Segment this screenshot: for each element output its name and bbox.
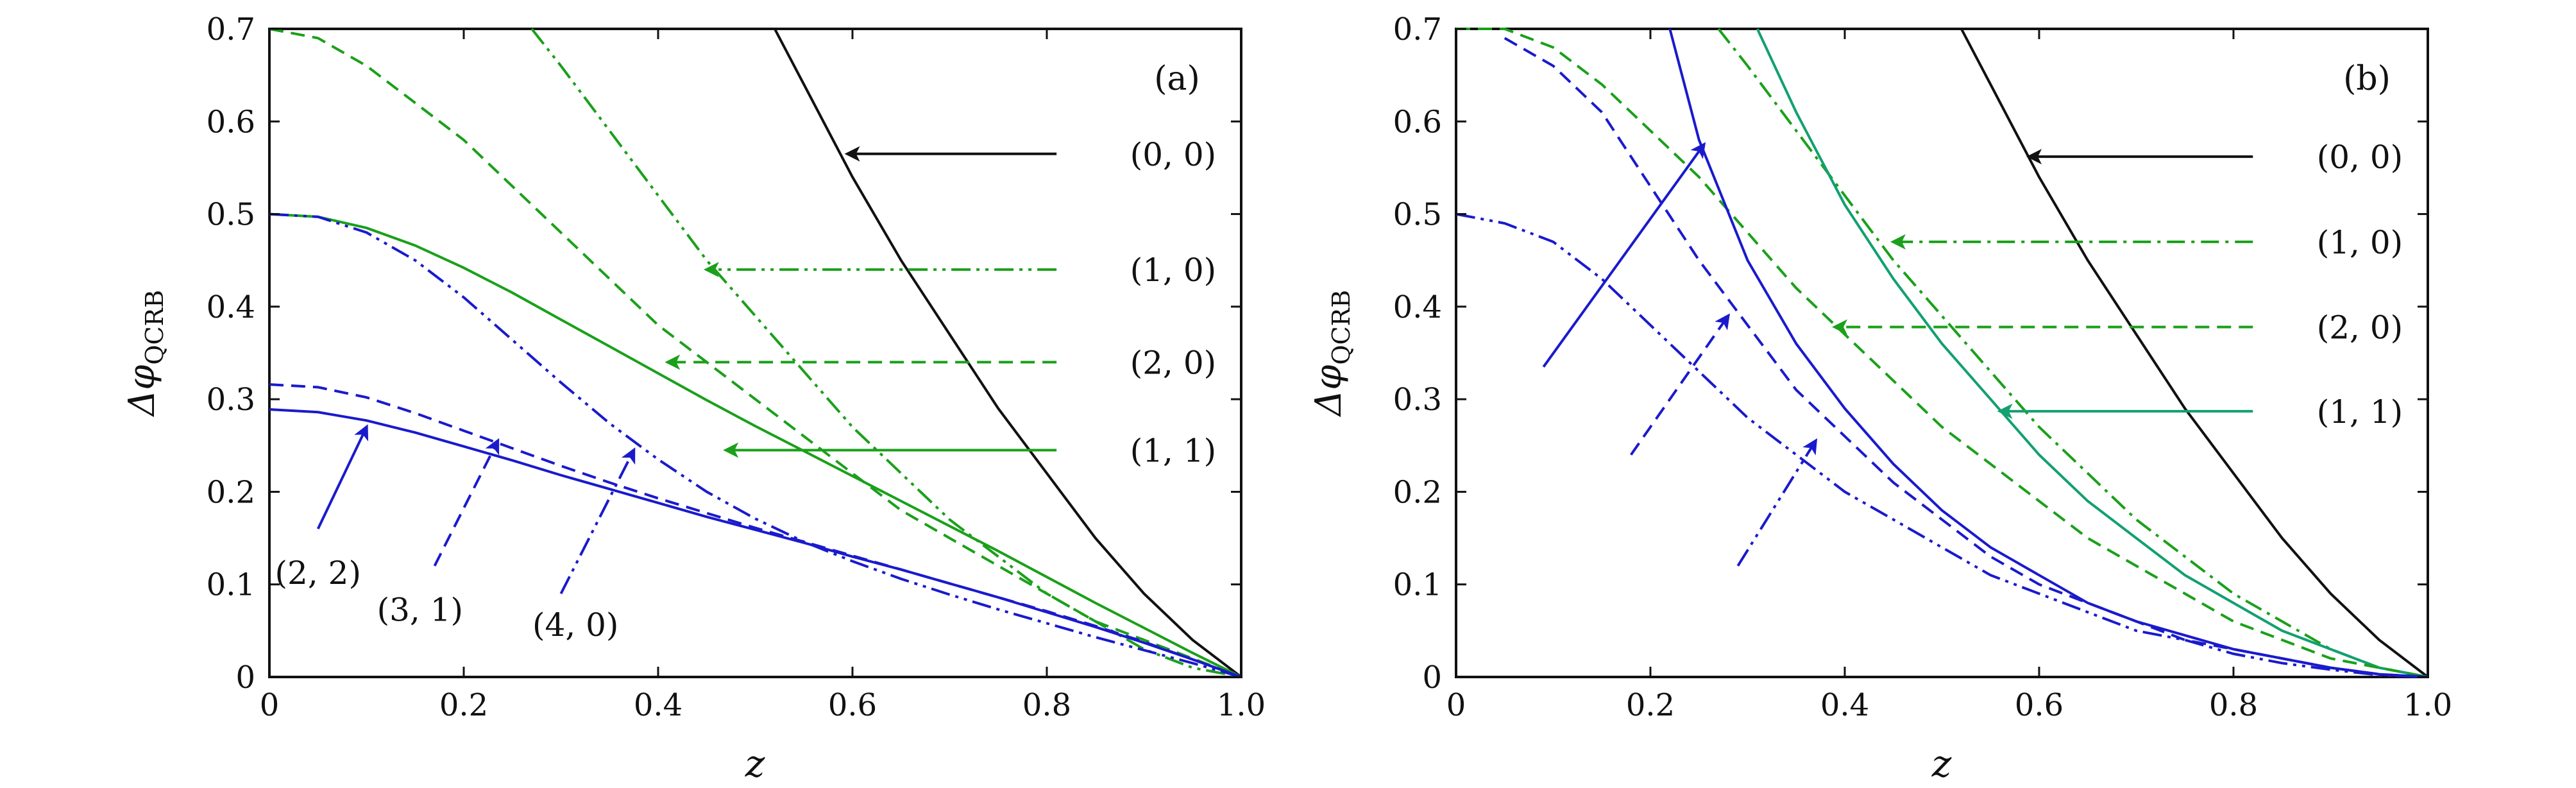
x-tick-label: 0.2 <box>439 687 488 723</box>
panel-label: (a) <box>1154 60 1200 98</box>
plot-frame <box>268 28 1242 678</box>
y-tick-label: 0.2 <box>1393 474 1442 510</box>
y-axis-label: ΔφQCRB <box>1308 290 1355 417</box>
x-tick-label: 0.2 <box>1626 687 1675 723</box>
annotation-label-2-0: (2, 0) <box>2317 309 2403 347</box>
y-axis-label: ΔφQCRB <box>121 290 169 417</box>
series-layer <box>269 28 1242 678</box>
tick-layer: 0 0.2 0.4 0.6 0.8 1.0 0 0.1 0.2 0.3 0.4 0.5 0.6 0.7 <box>1393 12 2453 723</box>
series-line-2-2 <box>269 408 1242 678</box>
annotation-layer: (0, 0) (1, 0) (2, 0) (1, 1) (2, 2) (3, 1) (4, … <box>275 136 1217 644</box>
y-tick-label: 0.7 <box>207 12 255 47</box>
annotation-arrow-6 <box>1736 438 1818 567</box>
y-tick-label: 0.1 <box>1393 567 1442 603</box>
x-tick-label: 1.0 <box>2403 687 2452 723</box>
y-tick-label: 0.1 <box>207 567 255 603</box>
annotation-arrow-5 <box>1630 313 1730 456</box>
y-tick-label: 0 <box>235 660 255 696</box>
y-tick-label: 0.7 <box>1393 12 1442 47</box>
x-tick-label: 0.6 <box>2015 687 2063 723</box>
annotation-label-0-0: (0, 0) <box>1130 136 1216 173</box>
series-line-blue-dashed-5 <box>1504 37 2428 678</box>
annotation-arrow-3-1 <box>433 438 500 567</box>
annotation-arrow-2-2 <box>316 424 369 530</box>
series-line-2-0 <box>269 28 1242 678</box>
y-tick-label: 0.6 <box>207 104 255 140</box>
y-tick-label: 0.5 <box>207 197 255 233</box>
x-tick-label: 0 <box>1446 687 1466 723</box>
y-tick-label: 0 <box>1422 660 1442 696</box>
x-tick-label: 0.4 <box>1820 687 1869 723</box>
y-tick-label: 0.3 <box>207 382 255 418</box>
annotation-label-0-0: (0, 0) <box>2317 139 2403 176</box>
annotation-label-2-0: (2, 0) <box>1130 344 1216 381</box>
series-line-1-1 <box>1756 28 2428 678</box>
y-axis-label-main: Δφ <box>1308 365 1350 418</box>
series-layer <box>1455 28 2429 678</box>
chart-panel-b: (0, 0) (1, 0) (2, 0) (1, 1) 0 0.2 0.4 0.6 0.8 1.… <box>1308 12 2452 785</box>
series-line-1-1 <box>269 212 1242 678</box>
series-line-2-0 <box>1456 28 2428 678</box>
annotation-label-2-2: (2, 2) <box>275 554 361 592</box>
series-line-blue-dashdotdot-6 <box>1455 212 2428 678</box>
series-line-1-0 <box>1717 28 2428 678</box>
annotation-arrow-4 <box>1542 142 1706 368</box>
panel-label: (b) <box>2343 60 2391 98</box>
annotation-label-4-0: (4, 0) <box>532 606 618 644</box>
series-line-blue-solid-4 <box>1668 28 2428 678</box>
annotation-layer: (0, 0) (1, 0) (2, 0) (1, 1) <box>1542 139 2403 567</box>
series-line-3-1 <box>269 383 1242 678</box>
x-axis-label: z <box>745 742 765 785</box>
x-tick-label: 0.6 <box>828 687 877 723</box>
annotation-arrow-4-0 <box>559 447 636 595</box>
annotation-label-1-1: (1, 1) <box>1130 433 1216 470</box>
x-tick-label: 0.8 <box>2209 687 2258 723</box>
y-tick-label: 0.5 <box>1393 197 1442 233</box>
x-tick-label: 0 <box>260 687 280 723</box>
annotation-label-3-1: (3, 1) <box>377 592 463 629</box>
x-tick-label: 1.0 <box>1217 687 1266 723</box>
plot-frame <box>1455 28 2429 678</box>
y-tick-label: 0.4 <box>1393 289 1442 325</box>
x-tick-label: 0.8 <box>1022 687 1071 723</box>
y-axis-label-subscript: QCRB <box>1327 290 1355 365</box>
y-axis-label-main: Δφ <box>121 365 163 418</box>
series-line-4-0 <box>269 212 1242 678</box>
x-tick-label: 0.4 <box>634 687 682 723</box>
y-tick-label: 0.3 <box>1393 382 1442 418</box>
x-axis-label: z <box>1931 742 1952 785</box>
y-tick-label: 0.2 <box>207 474 255 510</box>
annotation-label-1-0: (1, 0) <box>1130 252 1216 289</box>
tick-layer: 0 0.2 0.4 0.6 0.8 1.0 0 0.1 0.2 0.3 0.4 0.5 0.6 0.7 <box>207 12 1266 723</box>
series-line-0-0 <box>774 28 1242 678</box>
series-line-0-0 <box>1960 28 2429 678</box>
y-axis-label-subscript: QCRB <box>140 290 169 365</box>
y-tick-label: 0.6 <box>1393 104 1442 140</box>
y-tick-label: 0.4 <box>207 289 255 325</box>
annotation-label-1-1: (1, 1) <box>2317 393 2403 431</box>
annotation-label-1-0: (1, 0) <box>2317 224 2403 261</box>
chart-panel-a: (0, 0) (1, 0) (2, 0) (1, 1) (2, 2) (3, 1) (4, … <box>121 12 1266 785</box>
